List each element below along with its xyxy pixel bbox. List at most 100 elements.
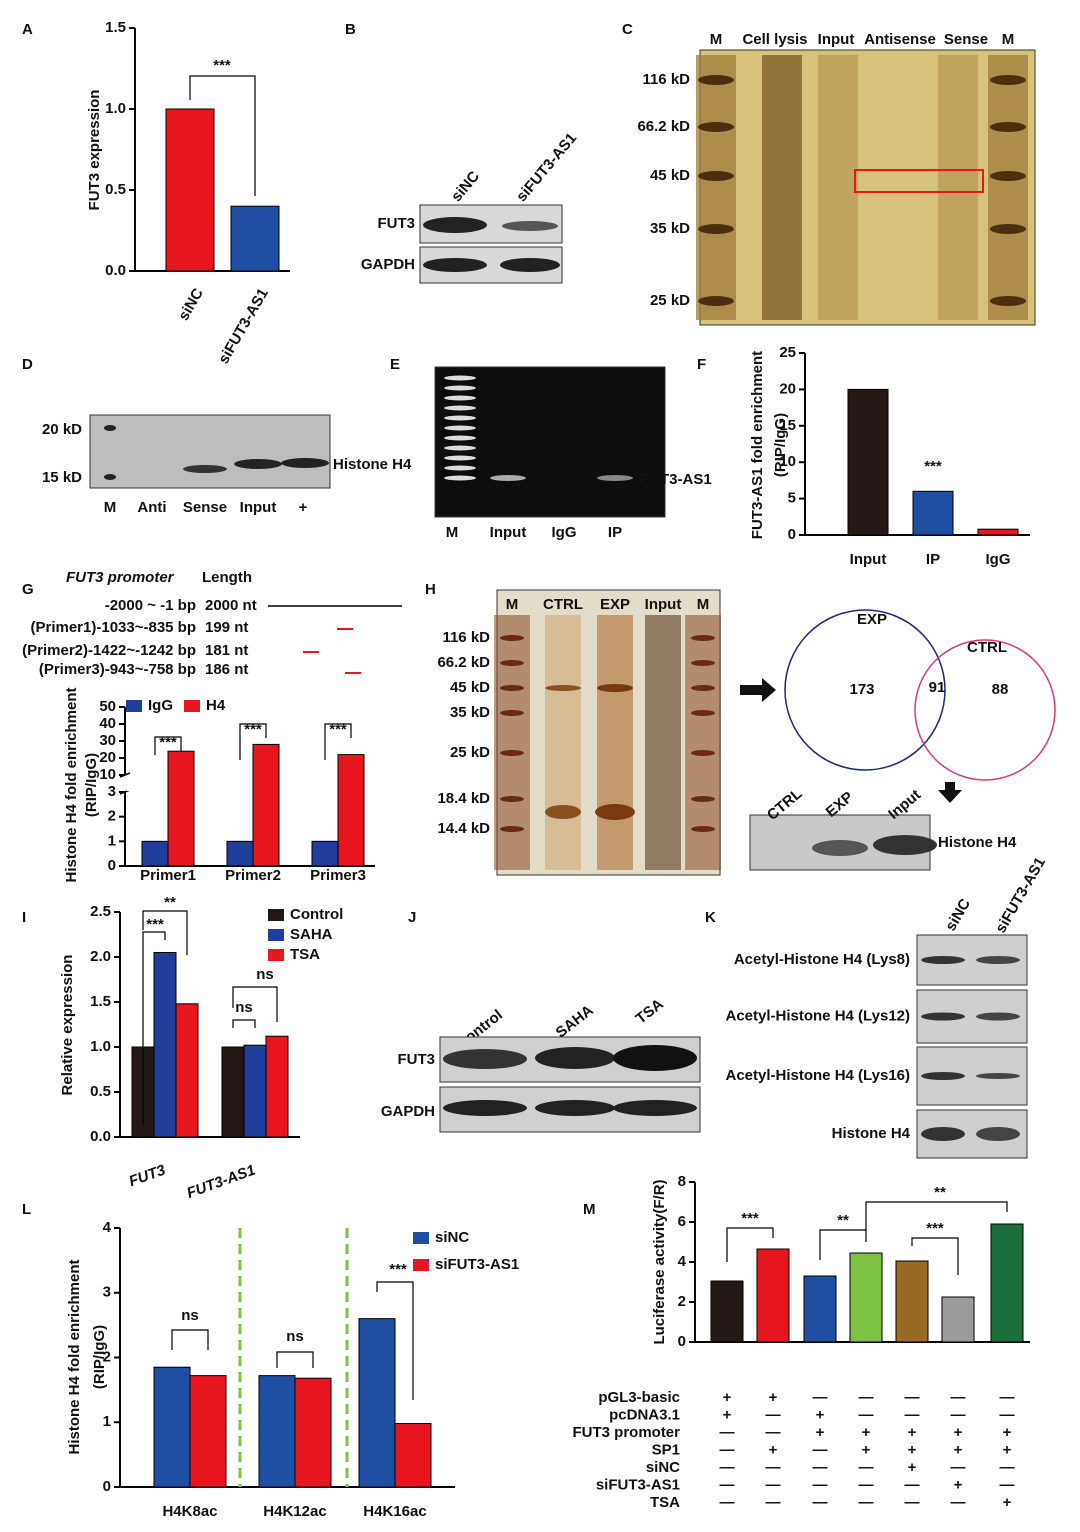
condition-sign: — — [951, 1459, 966, 1476]
marker-label: 45 kD — [650, 167, 690, 184]
band — [597, 475, 633, 481]
band — [500, 258, 560, 272]
band — [691, 710, 715, 716]
band — [698, 122, 734, 132]
marker-label: 15 kD — [42, 469, 82, 486]
bar — [990, 1223, 1024, 1343]
x-tick-label: Primer2 — [225, 867, 281, 884]
annotation: ns — [286, 1328, 304, 1345]
y-tick-label: 0.0 — [105, 262, 126, 279]
lane — [645, 615, 681, 870]
gel — [434, 366, 666, 518]
bar — [153, 1366, 191, 1488]
condition-label: TSA — [650, 1494, 680, 1511]
band — [444, 475, 476, 481]
y-axis-label: (RIP/IgG) — [83, 753, 100, 817]
y-tick-label: 10 — [99, 766, 116, 783]
venn-label: CTRL — [967, 639, 1007, 656]
condition-sign: — — [1000, 1406, 1015, 1423]
lane-label: M — [104, 499, 117, 516]
annotation: *** — [926, 1220, 944, 1237]
band — [595, 804, 635, 820]
band — [104, 425, 116, 431]
y-tick-label: 30 — [99, 732, 116, 749]
band — [444, 435, 476, 441]
significance-bracket — [232, 986, 278, 1022]
condition-sign: — — [905, 1406, 920, 1423]
bar — [941, 1296, 975, 1343]
panel-letter: F — [697, 356, 706, 373]
marker-label: 14.4 kD — [437, 820, 490, 837]
condition-sign: — — [1000, 1459, 1015, 1476]
y-tick-label: 4 — [678, 1253, 687, 1270]
lane-label: M — [1002, 31, 1015, 48]
y-tick-label: 20 — [779, 380, 796, 397]
band — [535, 1047, 615, 1069]
table-cell: (Primer1)-1033~-835 bp — [31, 619, 197, 636]
legend-label: IgG — [148, 697, 173, 714]
significance-bracket — [171, 1329, 209, 1350]
band — [443, 1100, 527, 1116]
y-tick-label: 4 — [103, 1219, 112, 1236]
bar — [153, 952, 177, 1138]
band — [444, 465, 476, 471]
y-tick-label: 10 — [779, 453, 796, 470]
bar — [710, 1280, 744, 1343]
band — [613, 1045, 697, 1071]
bar — [230, 205, 280, 272]
band — [613, 1100, 697, 1116]
bar — [294, 1377, 332, 1488]
x-tick-label: H4K16ac — [363, 1503, 426, 1520]
row-label: Acetyl-Histone H4 (Lys16) — [726, 1067, 911, 1084]
band — [423, 258, 487, 272]
x-tick-label: Input — [850, 551, 887, 568]
lane — [597, 615, 633, 870]
condition-sign: — — [951, 1494, 966, 1511]
y-tick-label: 2.0 — [90, 948, 111, 965]
legend-label: Control — [290, 906, 343, 923]
marker-label: 45 kD — [450, 679, 490, 696]
condition-sign: — — [766, 1459, 781, 1476]
blot — [89, 414, 331, 489]
lane — [938, 55, 978, 320]
condition-sign: + — [862, 1424, 871, 1441]
condition-sign: + — [1003, 1494, 1012, 1511]
lane-label: + — [299, 499, 308, 516]
significance-bracket — [865, 1201, 1008, 1230]
condition-sign: + — [954, 1424, 963, 1441]
band — [444, 425, 476, 431]
y-tick-label: 3 — [103, 1284, 111, 1301]
y-tick-label: 40 — [99, 715, 116, 732]
table-cell: 186 nt — [205, 661, 248, 678]
panel-letter: A — [22, 21, 33, 38]
bar — [226, 840, 254, 867]
lane — [762, 55, 802, 320]
blot-label: Histone H4 — [938, 834, 1017, 851]
band — [444, 395, 476, 401]
lane — [545, 615, 581, 870]
panel-letter: K — [705, 909, 716, 926]
table-cell: 199 nt — [205, 619, 248, 636]
y-tick-label: 0 — [678, 1333, 686, 1350]
panel-letter: H — [425, 581, 436, 598]
band — [500, 750, 524, 756]
condition-sign: — — [766, 1494, 781, 1511]
y-tick-label: 0 — [108, 857, 116, 874]
lane-label: EXP — [600, 596, 630, 613]
band — [990, 296, 1026, 306]
band — [990, 171, 1026, 181]
annotation: ** — [934, 1184, 946, 1201]
band — [921, 1012, 965, 1021]
marker-label: 25 kD — [450, 744, 490, 761]
y-axis-label: Luciferase activity(F/R) — [651, 1179, 668, 1344]
legend-label: H4 — [206, 697, 226, 714]
significance-bracket — [819, 1229, 867, 1260]
bar — [167, 750, 195, 867]
bar — [258, 1375, 296, 1488]
blot-label: Histone H4 — [333, 456, 412, 473]
row-label: FUT3 — [378, 215, 416, 232]
bar — [311, 840, 339, 867]
band — [444, 375, 476, 381]
legend-swatch — [126, 700, 142, 712]
